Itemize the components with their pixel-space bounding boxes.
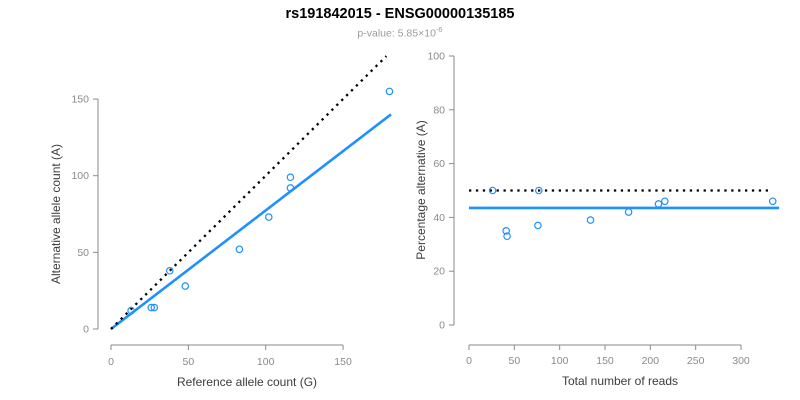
data-point [535,186,543,195]
data-point [385,87,394,96]
x-axis-title: Reference allele count (G) [177,375,317,389]
pvalue-exponent: -6 [435,25,443,34]
x-tick-label: 0 [108,356,114,368]
y-tick-label: 40 [433,212,445,224]
data-point [165,266,174,275]
data-point [503,232,511,241]
y-tick-label: 20 [433,266,445,278]
x-tick-label: 100 [257,356,275,368]
data-point [661,197,669,206]
y-axis-title: Alternative allele count (A) [49,144,63,284]
figure-subtitle: p-value: 5.85×10-6 [0,25,800,40]
y-axis-title: Percentage alternative (A) [414,120,428,259]
x-tick-label: 300 [732,355,750,367]
data-point [624,208,633,216]
data-point [534,221,542,230]
y-tick-label: 100 [427,51,445,63]
x-tick-label: 200 [642,355,660,367]
percentage-scatter-chart: 0 20 40 60 80 100 0 50 100 150 200 250 300 Total numb… [414,51,780,388]
data-point [264,213,273,221]
data-point [586,216,595,224]
data-point [286,184,295,192]
x-tick-label: 50 [508,355,520,367]
x-tick-label: 50 [183,356,195,368]
x-tick-label: 0 [466,355,472,367]
x-tick-label: 250 [687,355,705,367]
x-tick-label: 150 [596,355,614,367]
data-point [286,173,295,182]
data-point [127,306,135,315]
data-point [502,227,510,235]
y-tick-label: 0 [83,324,89,336]
x-axis-title: Total number of reads [562,374,678,388]
y-tick-label: 100 [71,170,89,182]
data-point [768,197,777,206]
allele-count-scatter-chart: 0 50 100 150 0 50 100 150 Reference allele count… [49,55,394,389]
data-point [654,200,663,208]
y-tick-label: 60 [433,158,445,170]
y-tick-label: 80 [433,104,445,116]
data-point [150,303,159,312]
y-tick-label: 150 [71,94,89,106]
identity-line [110,55,388,330]
data-point [181,282,190,290]
regression-line [110,113,392,331]
data-point [147,303,156,312]
data-point [488,186,497,195]
x-tick-label: 150 [334,356,352,368]
x-tick-label: 100 [551,355,569,367]
figure-title: rs191842015 - ENSG00000135185 [285,6,515,22]
pvalue-text: p-value: 5.85×10 [357,27,436,40]
data-point [235,245,244,254]
y-tick-label: 50 [77,247,89,259]
y-tick-label: 0 [439,320,445,332]
